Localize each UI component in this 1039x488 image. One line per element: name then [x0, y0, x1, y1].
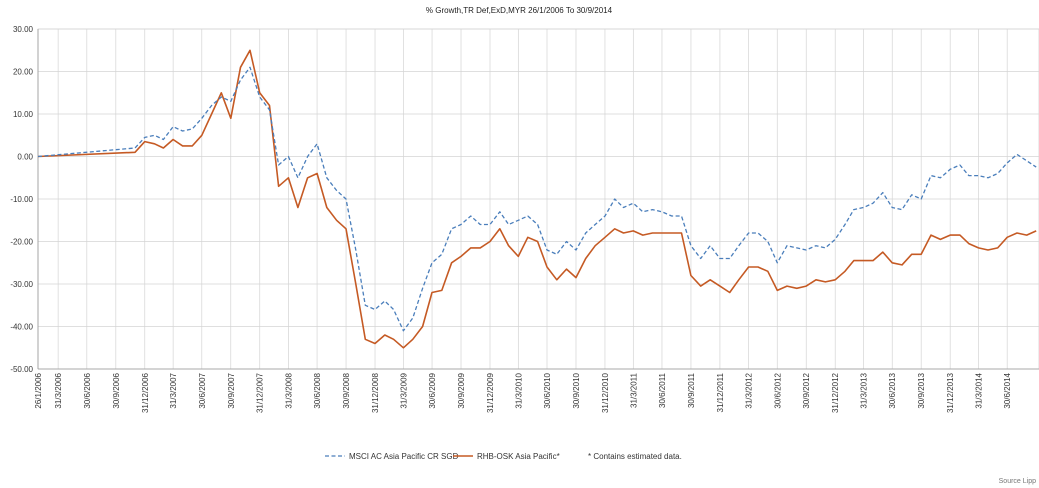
- y-tick-label: -50.00: [10, 365, 33, 374]
- x-tick-label: 30/6/2012: [773, 372, 782, 408]
- y-tick-label: -10.00: [10, 195, 33, 204]
- x-tick-label: 31/3/2007: [169, 372, 178, 408]
- x-tick-label: 30/6/2006: [83, 372, 92, 408]
- x-tick-label: 31/3/2009: [399, 372, 408, 408]
- x-tick-label: 30/6/2008: [313, 372, 322, 408]
- y-tick-label: 10.00: [13, 110, 34, 119]
- legend-label-msci: MSCI AC Asia Pacific CR SGD: [349, 452, 459, 461]
- grid: [37, 28, 1039, 370]
- x-tick-label: 31/3/2008: [284, 372, 293, 408]
- x-tick-label: 30/6/2009: [428, 372, 437, 408]
- x-tick-label: 30/9/2010: [572, 372, 581, 408]
- x-tick-label: 31/12/2008: [371, 372, 380, 413]
- x-tick-label: 26/1/2006: [34, 372, 43, 408]
- chart-title: % Growth,TR Def,ExD,MYR 26/1/2006 To 30/…: [426, 6, 613, 15]
- series-lines: [37, 49, 1037, 349]
- y-tick-label: -20.00: [10, 238, 33, 247]
- y-tick-label: 30.00: [13, 25, 34, 34]
- series-line-msci: [37, 66, 1037, 332]
- axes: 30.00 20.00 10.00 0.00 -10.00 -20.00 -30.00 -40…: [10, 25, 1039, 413]
- x-tick-label: 31/12/2012: [831, 372, 840, 413]
- x-tick-label: 31/12/2007: [256, 372, 265, 413]
- x-tick-label: 31/3/2011: [629, 372, 638, 408]
- x-tick-label: 31/12/2009: [486, 372, 495, 413]
- y-tick-label: 20.00: [13, 68, 34, 77]
- x-tick-label: 30/6/2010: [543, 372, 552, 408]
- x-tick-label: 31/12/2013: [946, 372, 955, 413]
- x-tick-label: 30/6/2011: [658, 372, 667, 408]
- legend-note: * Contains estimated data.: [588, 452, 682, 461]
- x-tick-label: 31/12/2011: [716, 372, 725, 412]
- x-tick-label: 30/9/2012: [802, 372, 811, 408]
- x-tick-label: 30/9/2006: [112, 372, 121, 408]
- series-line-rhb: [37, 49, 1037, 349]
- x-tick-label: 31/3/2006: [54, 372, 63, 408]
- x-tick-label: 30/6/2013: [888, 372, 897, 408]
- y-tick-label: -40.00: [10, 323, 33, 332]
- x-tick-label: 31/3/2012: [745, 372, 754, 408]
- x-tick-label: 30/9/2008: [342, 372, 351, 408]
- x-tick-label: 30/9/2007: [227, 372, 236, 408]
- legend-label-rhb: RHB-OSK Asia Pacific*: [477, 452, 560, 461]
- x-tick-label: 30/6/2014: [1003, 372, 1012, 408]
- x-tick-label: 31/12/2010: [601, 372, 610, 413]
- x-tick-label: 30/6/2007: [198, 372, 207, 408]
- x-tick-label: 31/12/2006: [141, 372, 150, 413]
- x-tick-label: 31/3/2010: [514, 372, 523, 408]
- y-tick-label: 0.00: [17, 153, 33, 162]
- x-tick-label: 30/9/2009: [457, 372, 466, 408]
- legend: MSCI AC Asia Pacific CR SGD RHB-OSK Asia…: [325, 452, 682, 461]
- x-tick-label: 30/9/2013: [917, 372, 926, 408]
- x-tick-label: 30/9/2011: [687, 372, 696, 408]
- x-tick-label: 31/3/2014: [975, 372, 984, 408]
- source-note: Source Lipp: [999, 478, 1036, 485]
- x-tick-label: 31/3/2013: [860, 372, 869, 408]
- y-tick-label: -30.00: [10, 280, 33, 289]
